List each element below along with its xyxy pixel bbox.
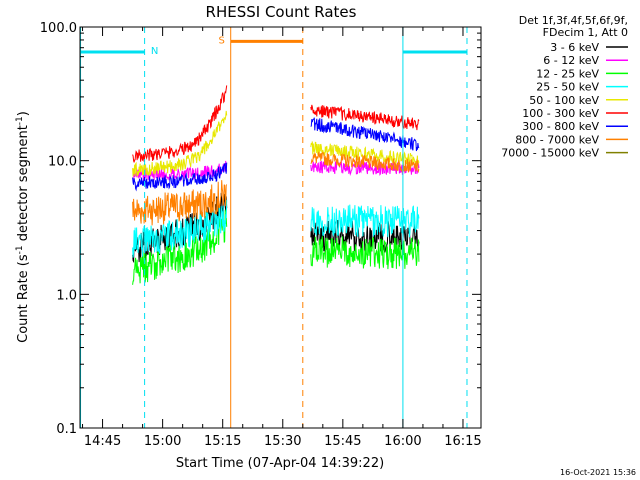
x-axis-title: Start Time (07-Apr-04 14:39:22) xyxy=(176,456,384,471)
trace-25-50-keV-segment-2 xyxy=(310,204,420,238)
legend-label: 12 - 25 keV xyxy=(536,67,599,80)
x-tick-label: 15:45 xyxy=(324,434,361,449)
series-traces xyxy=(132,85,420,285)
trace-300-800-keV-segment-2 xyxy=(310,117,420,152)
legend-header-line: Det 1f,3f,4f,5f,6f,9f, xyxy=(519,14,628,27)
plot-timestamp: 16-Oct-2021 15:36 xyxy=(560,468,636,477)
x-tick-label: 16:00 xyxy=(384,434,421,449)
y-axis-title-part: ) xyxy=(16,111,31,116)
y-axis-title-superscript: -1 xyxy=(15,245,25,254)
y-axis-title-superscript: -1 xyxy=(15,116,25,125)
legend-label: 3 - 6 keV xyxy=(550,41,599,54)
legend-label: 300 - 800 keV xyxy=(522,120,599,133)
x-tick-label: 15:00 xyxy=(144,434,181,449)
trace-800-7000-keV-segment-1 xyxy=(132,180,228,226)
y-tick-label: 10.0 xyxy=(48,155,77,170)
trace-12-25-keV-segment-2 xyxy=(310,236,420,270)
legend-label: 6 - 12 keV xyxy=(543,54,599,67)
legend-label: 50 - 100 keV xyxy=(529,94,599,107)
x-tick-label: 15:15 xyxy=(204,434,241,449)
legend-label: 25 - 50 keV xyxy=(536,81,599,94)
legend-header-line: FDecim 1, Att 0 xyxy=(543,26,628,39)
trace-12-25-keV-segment-1 xyxy=(132,209,228,285)
chart-title: RHESSI Count Rates xyxy=(206,3,357,21)
plot-frame xyxy=(79,26,482,429)
trace-100-300-keV-segment-2 xyxy=(310,104,420,131)
x-tick-label: 16:15 xyxy=(444,434,481,449)
y-tick-label: 0.1 xyxy=(56,422,77,437)
time-interval-annotations: NS xyxy=(80,27,468,428)
legend: Det 1f,3f,4f,5f,6f,9f,FDecim 1, Att 0 3 -… xyxy=(501,14,628,160)
legend-label: 7000 - 15000 keV xyxy=(501,147,599,160)
y-axis-title: Count Rate (s-1 detector segment-1) xyxy=(15,111,31,343)
trace-25-50-keV-segment-1 xyxy=(132,199,228,258)
trace-50-100-keV-segment-2 xyxy=(310,141,420,166)
saa-label: S xyxy=(219,35,225,46)
trace-300-800-keV-segment-1 xyxy=(132,162,228,192)
y-axis-title-part: detector segment xyxy=(16,125,31,245)
y-axis: 0.1 1.0 10.0 100.0 xyxy=(40,21,481,437)
y-tick-label: 1.0 xyxy=(56,288,77,303)
legend-label: 800 - 7000 keV xyxy=(515,133,599,146)
trace-100-300-keV-segment-1 xyxy=(132,85,228,163)
legend-label: 100 - 300 keV xyxy=(522,107,599,120)
x-tick-label: 14:45 xyxy=(84,434,121,449)
trace-800-7000-keV-segment-2 xyxy=(310,151,420,174)
y-axis-title-part: Count Rate (s xyxy=(16,254,31,343)
x-axis: 14:45 15:00 15:15 15:30 15:45 16:00 16:15 xyxy=(82,27,482,449)
y-tick-label: 100.0 xyxy=(40,21,77,36)
night-label: N xyxy=(151,46,158,57)
trace-6-12-keV-segment-2 xyxy=(310,160,420,176)
trace-50-100-keV-segment-1 xyxy=(132,110,228,177)
x-tick-label: 15:30 xyxy=(264,434,301,449)
